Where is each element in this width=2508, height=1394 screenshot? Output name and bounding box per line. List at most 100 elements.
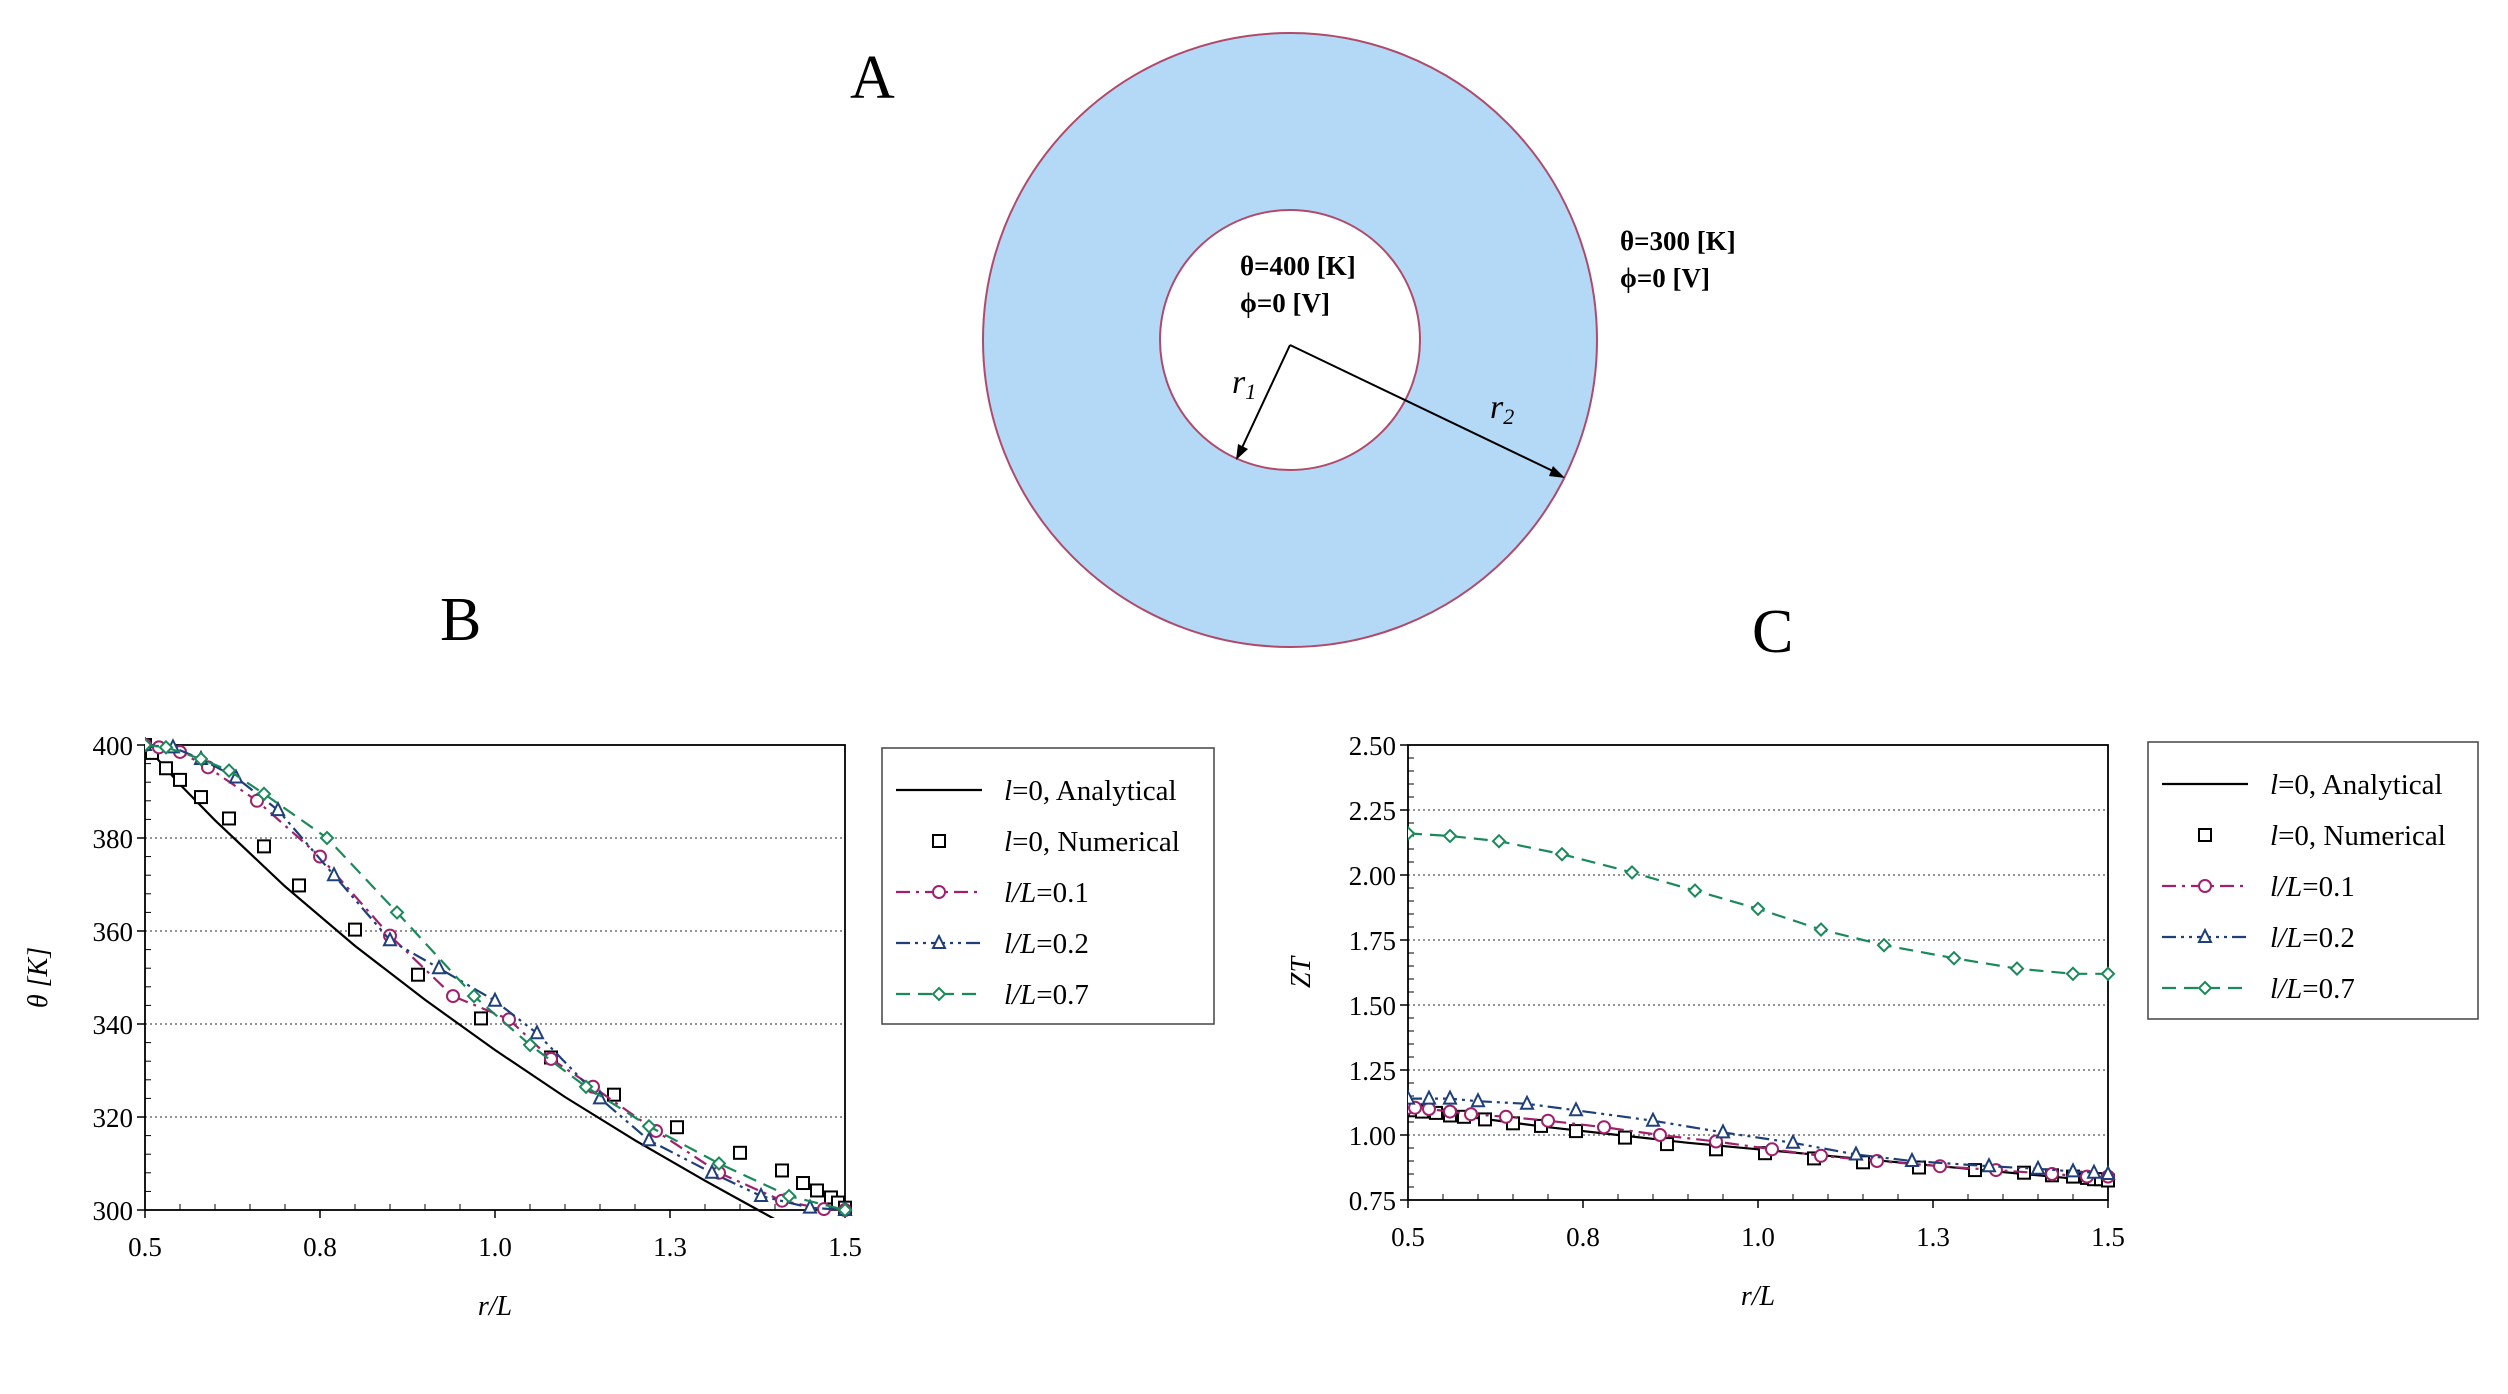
chart-c-series-4-point <box>1813 922 1829 938</box>
chart-b-legend-marker-1 <box>932 834 946 848</box>
chart-c-series-2-point <box>1765 1142 1779 1157</box>
panel-a: A θ=400 [K] ϕ=0 [V] θ=300 [K] ϕ=0 [V] r1… <box>850 32 1736 648</box>
chart-b-legend-marker-2 <box>932 885 946 899</box>
panel-c: C 0.75 1.00 1.25 1.50 1.75 2.00 2.25 2.50 0.5 0.8… <box>1286 598 2479 1312</box>
chart-c-series-2-point <box>1814 1148 1828 1163</box>
chart-b-series-1-point <box>173 772 187 787</box>
chart-b-series-1-point <box>222 811 236 826</box>
inner-phi-label: ϕ=0 [V] <box>1240 288 1330 318</box>
chart-b-series-3-point <box>641 1131 657 1147</box>
chart-c-series-3-point <box>1442 1089 1458 1105</box>
chart-b-series-line-0 <box>145 744 775 1218</box>
chart-b-series-1-point <box>670 1120 684 1135</box>
r2-arrow <box>1289 344 1556 473</box>
chart-b-ytick-label: 320 <box>93 1103 134 1133</box>
chart-b-series-1-point <box>810 1183 824 1198</box>
chart-b-series-2-point <box>313 849 327 864</box>
chart-c-series-2-point <box>1408 1100 1422 1115</box>
chart-b-legend-label-2: l/L=0.1 <box>1004 877 1089 909</box>
chart-b-series-4-point <box>781 1188 797 1204</box>
chart-b-series-3-point <box>382 931 398 947</box>
chart-b-series-line-2 <box>145 743 846 1212</box>
legend-c: l=0, Analytical l=0, Numerical l/L=0.1 l/L=… <box>2147 741 2479 1020</box>
chart-b-series-4-point <box>221 763 237 778</box>
chart-b-series-line-3 <box>145 743 846 1212</box>
chart-b-series-1-point <box>292 878 306 893</box>
chart-b-legend-label-0: l=0, Analytical <box>1004 775 1177 807</box>
chart-c-series-3-point <box>1785 1133 1801 1149</box>
chart-b-ytick-label: 360 <box>93 917 134 947</box>
chart-b-series-1-point <box>474 1011 488 1026</box>
chart-b-xtick-label: 0.5 <box>128 1232 162 1262</box>
chart-c-series-4-point <box>1408 825 1416 841</box>
r2-label: r2 <box>1490 389 1514 429</box>
outer-theta-label: θ=300 [K] <box>1620 226 1736 256</box>
chart-c-xtick-label: 0.8 <box>1566 1222 1600 1252</box>
chart-c-series-1-point <box>1478 1112 1492 1127</box>
chart-c-series-2-point <box>1870 1154 1884 1168</box>
chart-b-series-3-point <box>270 800 286 817</box>
chart-c-series-2-point <box>2045 1167 2059 1181</box>
chart-b-series-4-point <box>522 1037 538 1053</box>
chart-c-series-4-point <box>1491 833 1507 849</box>
panel-b-letter: B <box>440 586 481 654</box>
chart-c-series-2-point <box>1443 1104 1457 1119</box>
chart-b-series-4-point <box>256 786 272 802</box>
plot-b: 300 320 340 360 380 400 0.5 0.8 1.0 1.3 1.5 r/L θ [K… <box>23 731 862 1322</box>
chart-c-series-3-point <box>2086 1163 2102 1179</box>
r2-arrowhead <box>1549 466 1565 478</box>
chart-c-series-4-point <box>1442 828 1458 844</box>
chart-c-series-2-point <box>1422 1102 1436 1116</box>
chart-b-series-2 <box>145 738 852 1217</box>
chart-c-xtick-label: 1.3 <box>1916 1222 1950 1252</box>
chart-b-series-1-point <box>348 922 362 937</box>
chart-c-ytick-label: 0.75 <box>1349 1186 1396 1216</box>
chart-b-series-4-point <box>193 751 209 767</box>
chart-c-series-4-point <box>2100 966 2116 982</box>
chart-c-series-4-point <box>1876 937 1892 953</box>
chart-c-xtick-label: 1.0 <box>1741 1222 1775 1252</box>
r1-label: r1 <box>1232 364 1256 404</box>
chart-b-series-1-point <box>775 1163 789 1178</box>
chart-b-series-2-point <box>446 989 460 1004</box>
chart-b-legend-marker-4 <box>931 986 947 1002</box>
chart-c-series-1-point <box>1660 1137 1674 1152</box>
chart-b-series-3-point <box>802 1198 818 1214</box>
chart-c-legend-label-3: l/L=0.2 <box>2270 922 2355 954</box>
chart-b-series-3-point <box>487 991 503 1007</box>
chart-c-xtick-label: 0.5 <box>1391 1222 1425 1252</box>
chart-b-series-3 <box>145 737 853 1216</box>
chart-c-series-4-point <box>1946 950 1962 966</box>
chart-b-xtick-label: 1.3 <box>653 1232 687 1262</box>
chart-b-series-3-point <box>592 1089 608 1105</box>
chart-c-series-3-point <box>1904 1151 1920 1167</box>
chart-b-series-4 <box>145 737 853 1218</box>
chart-c-series-2-point <box>1464 1107 1478 1122</box>
chart-c-ytick-label: 1.75 <box>1349 926 1396 956</box>
chart-b-series-3-point <box>753 1186 769 1203</box>
chart-c-ytick-label: 1.25 <box>1349 1056 1396 1086</box>
chart-c-legend-marker-2 <box>2198 879 2212 893</box>
chart-c-legend-marker-3 <box>2197 927 2213 943</box>
chart-b-plot-frame <box>144 744 846 1211</box>
chart-c-series-4-point <box>2009 961 2025 977</box>
chart-c-series-4-point <box>1554 846 1570 862</box>
chart-b-series-2-point <box>544 1051 558 1066</box>
chart-c-series-3-point <box>1408 1089 1416 1105</box>
chart-b-series-line-4 <box>145 743 846 1212</box>
chart-c-ytick-label: 2.00 <box>1349 861 1396 891</box>
chart-c-series-2 <box>1408 1100 2115 1184</box>
chart-c-legend-marker-1 <box>2198 828 2212 842</box>
chart-b-ytick-label: 380 <box>93 824 134 854</box>
chart-c-series-2-point <box>1541 1113 1555 1128</box>
chart-b-series-1-point <box>194 790 208 805</box>
chart-b-series-1-point <box>796 1176 810 1191</box>
chart-c-series-1-point <box>1968 1163 1982 1178</box>
r1-arrowhead <box>1236 444 1248 460</box>
chart-c-series-4-point <box>1750 901 1766 917</box>
chart-c-series-line-3 <box>1408 1097 2109 1176</box>
outer-phi-label: ϕ=0 [V] <box>1620 263 1710 293</box>
chart-c-series-2-point <box>1499 1109 1513 1124</box>
plot-c: 0.75 1.00 1.25 1.50 1.75 2.00 2.25 2.50 0.5 0.8 1.… <box>1286 731 2125 1312</box>
chart-b-series-4-point <box>319 830 335 846</box>
